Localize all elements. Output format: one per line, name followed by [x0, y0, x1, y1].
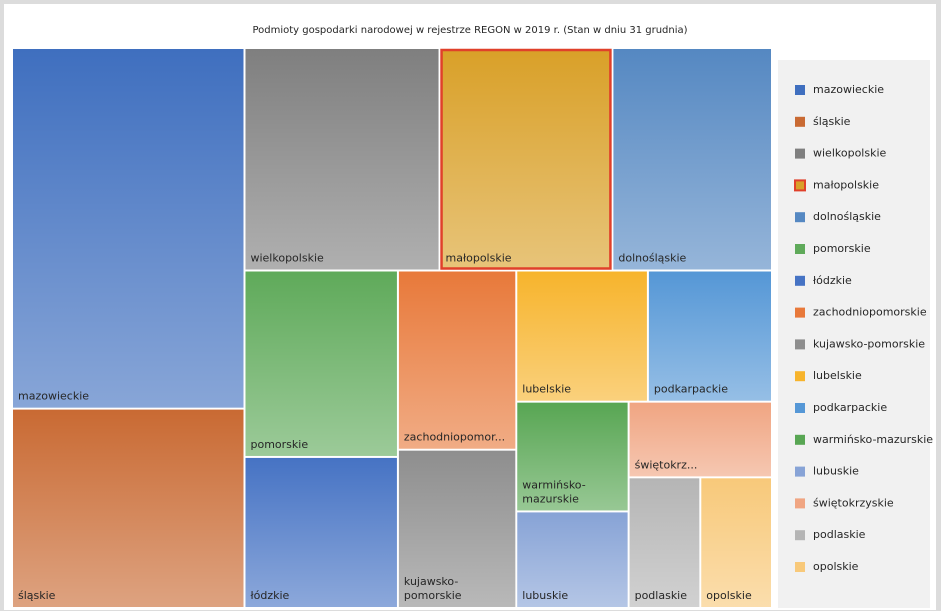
tile-label: lubelskie — [522, 383, 571, 396]
legend-marker — [795, 403, 805, 413]
legend-label: kujawsko-pomorskie — [813, 337, 925, 350]
chart-title: Podmioty gospodarki narodowej w rejestrz… — [252, 25, 687, 36]
tile-label: łódzkie — [250, 589, 289, 602]
legend-label: dolnośląskie — [813, 210, 881, 223]
tile-shade — [13, 49, 244, 408]
tile-label: wielkopolskie — [250, 252, 324, 265]
tile-shade — [517, 271, 647, 401]
tile-shade — [13, 409, 244, 607]
tile-label: pomorskie — [250, 438, 308, 451]
legend-marker — [795, 85, 805, 95]
legend-panel — [778, 60, 930, 608]
tile-shade — [629, 402, 771, 477]
legend-marker — [795, 434, 805, 445]
legend-marker — [795, 275, 805, 286]
legend-marker — [794, 179, 806, 192]
tile-label: warmińsko- — [522, 478, 585, 491]
tile-label: mazurskie — [522, 492, 579, 505]
tile-label: zachodniopomor... — [404, 431, 505, 444]
legend-label: podkarpackie — [813, 401, 887, 414]
tile-label: pomorskie — [404, 589, 462, 602]
tile-shade — [245, 49, 439, 270]
legend-marker — [795, 116, 805, 127]
tile-shade — [701, 478, 771, 607]
tile-shade — [629, 478, 700, 607]
legend-label: mazowieckie — [813, 83, 884, 96]
legend-label: podlaskie — [813, 528, 866, 541]
legend-marker — [795, 307, 805, 318]
legend-label: wielkopolskie — [813, 147, 887, 160]
tile-shade — [398, 271, 516, 449]
highlight-border — [440, 48, 612, 270]
legend-label: lubelskie — [813, 369, 862, 382]
legend-marker — [795, 530, 805, 541]
tile-label: świętokrz... — [635, 458, 698, 471]
tile-shade — [398, 450, 516, 607]
legend-marker — [795, 371, 805, 382]
legend-marker — [795, 212, 805, 223]
legend-label: małopolskie — [813, 178, 879, 191]
tile-label: kujawsko- — [404, 575, 458, 588]
tile-label: podkarpackie — [654, 383, 728, 396]
tile-shade — [517, 402, 628, 511]
legend-label: opolskie — [813, 560, 859, 573]
legend-marker — [795, 498, 805, 509]
tile-shade — [440, 49, 612, 270]
tile-shade — [613, 49, 771, 270]
legend-marker — [795, 339, 805, 350]
tile-label: dolnośląskie — [618, 252, 686, 265]
legend-marker — [795, 148, 805, 159]
tile-label: podlaskie — [635, 589, 688, 602]
tile-shade — [245, 457, 397, 607]
tile-label: lubuskie — [522, 589, 568, 602]
legend-label: lubuskie — [813, 465, 859, 478]
legend-marker — [795, 562, 805, 572]
tile-shade — [648, 271, 771, 401]
tile-label: mazowieckie — [18, 390, 89, 403]
legend-label: świętokrzyskie — [813, 496, 894, 509]
tile-label: opolskie — [706, 589, 752, 602]
legend-label: śląskie — [813, 115, 851, 128]
tile-label: małopolskie — [446, 252, 512, 265]
legend-label: warmińsko-mazurskie — [813, 433, 933, 446]
legend-marker — [795, 244, 805, 254]
legend-label: łódzkie — [813, 274, 852, 287]
legend-label: zachodniopomorskie — [813, 306, 927, 319]
tile-shade — [517, 512, 628, 607]
legend-marker — [795, 466, 805, 477]
tile-shade — [245, 271, 397, 456]
legend-label: pomorskie — [813, 242, 871, 255]
tile-label: śląskie — [18, 589, 56, 602]
